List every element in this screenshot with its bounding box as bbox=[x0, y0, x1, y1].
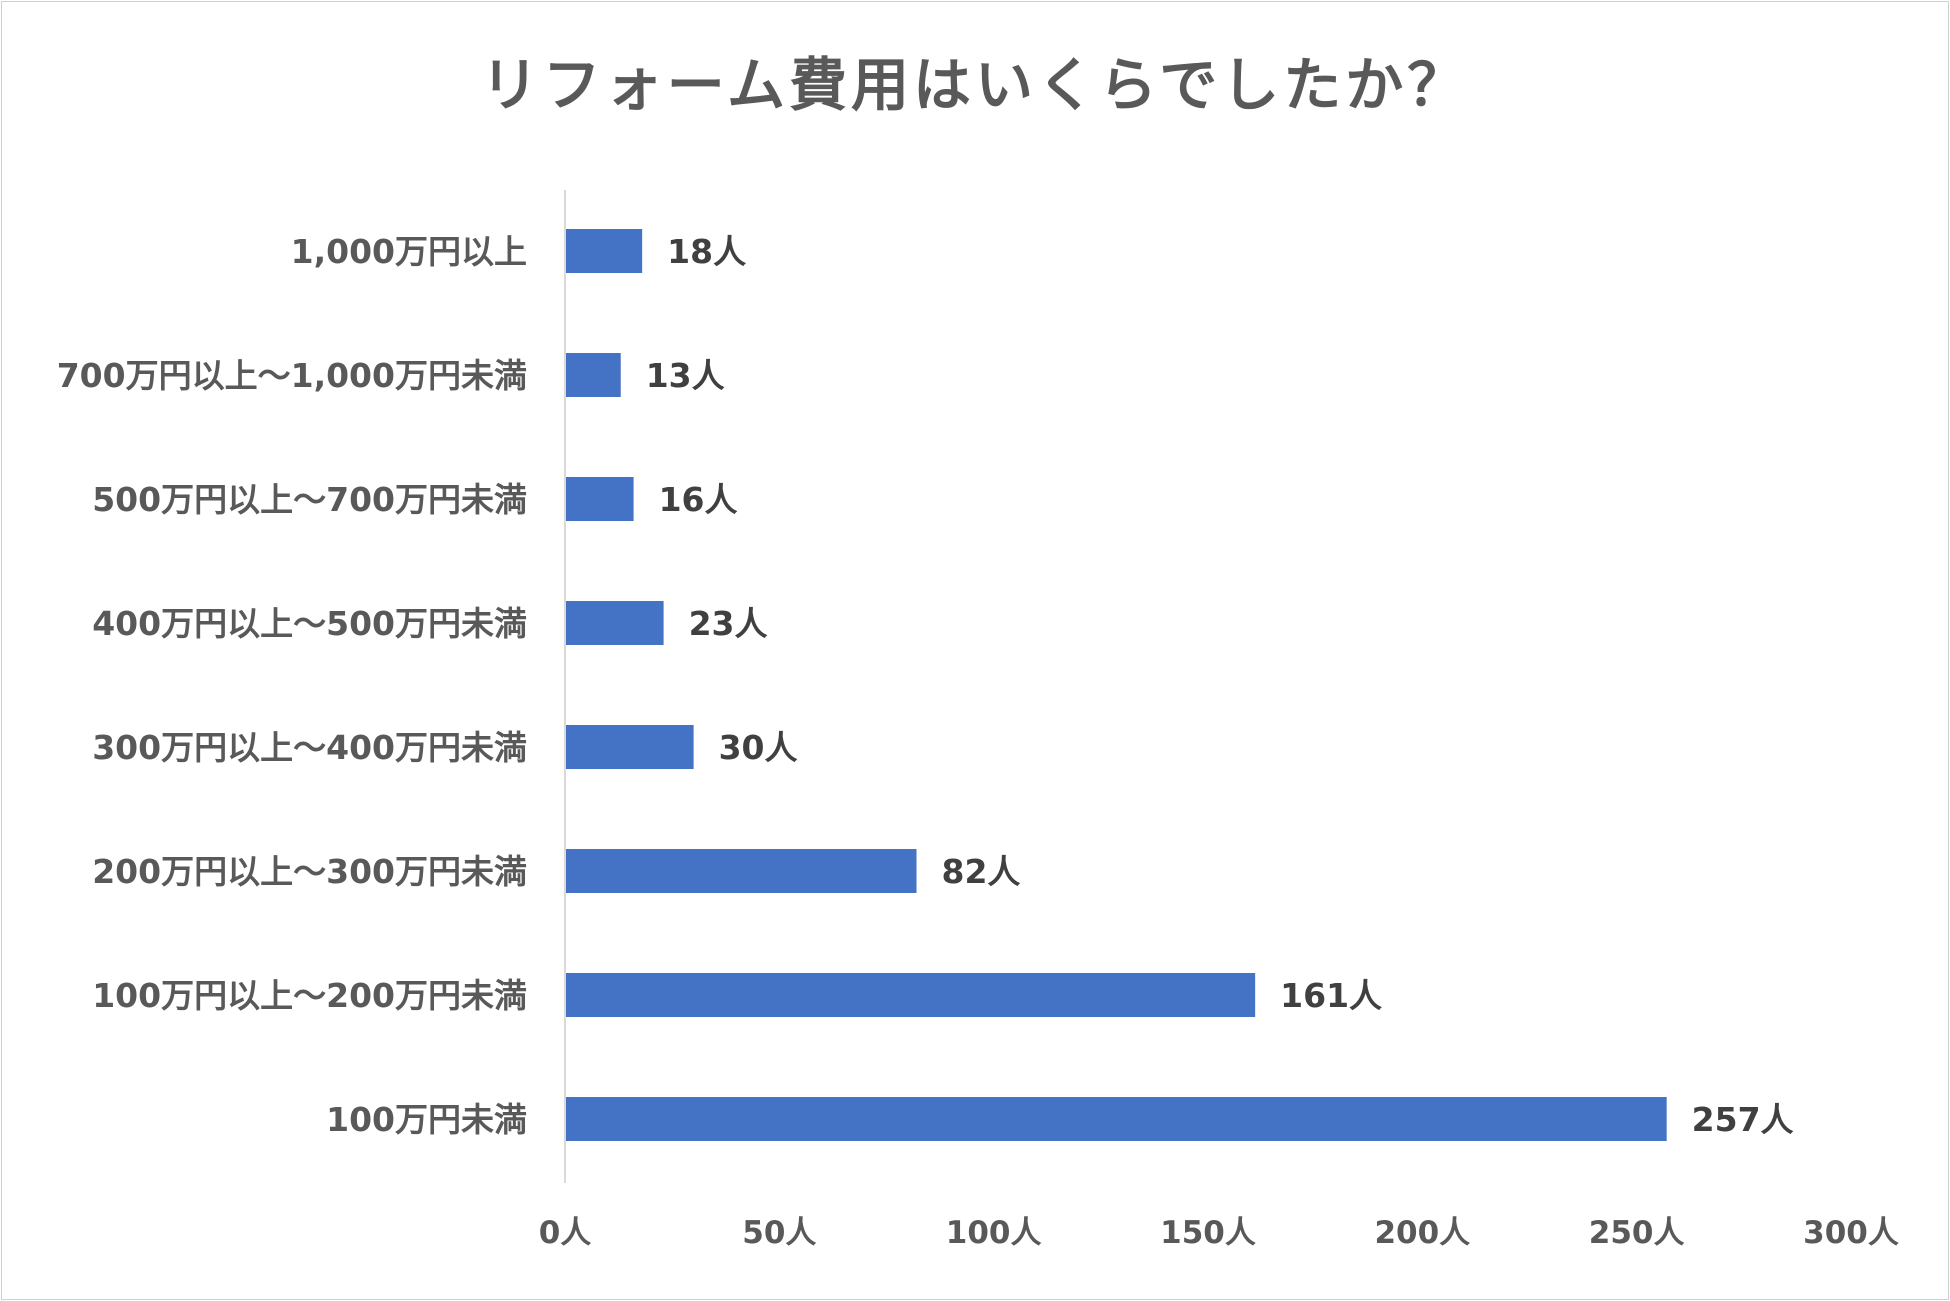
bar bbox=[566, 477, 634, 521]
category-label: 500万円以上～700万円未満 bbox=[92, 480, 527, 519]
data-label: 13人 bbox=[646, 356, 725, 395]
data-label: 82人 bbox=[942, 852, 1021, 891]
data-label: 16人 bbox=[659, 480, 738, 519]
x-tick-label: 100人 bbox=[946, 1215, 1042, 1251]
bar bbox=[566, 1097, 1667, 1141]
bar bbox=[566, 229, 643, 273]
x-tick-label: 300人 bbox=[1803, 1215, 1899, 1251]
category-label: 200万円以上～300万円未満 bbox=[92, 852, 527, 891]
bar bbox=[566, 353, 621, 397]
category-label: 1,000万円以上 bbox=[291, 232, 527, 271]
x-tick-label: 0人 bbox=[539, 1215, 592, 1251]
category-label: 700万円以上～1,000万円未満 bbox=[57, 356, 527, 395]
data-label: 257人 bbox=[1692, 1100, 1794, 1139]
x-tick-label: 150人 bbox=[1160, 1215, 1256, 1251]
category-label: 100万円以上～200万円未満 bbox=[92, 976, 527, 1015]
data-label: 30人 bbox=[719, 728, 798, 767]
category-label: 100万円未満 bbox=[326, 1100, 527, 1139]
category-label: 300万円以上～400万円未満 bbox=[92, 728, 527, 767]
data-label: 18人 bbox=[667, 232, 746, 271]
x-tick-label: 50人 bbox=[742, 1215, 816, 1251]
bar bbox=[566, 973, 1256, 1017]
bar bbox=[566, 725, 694, 769]
x-tick-label: 250人 bbox=[1589, 1215, 1685, 1251]
chart-title: リフォーム費用はいくらでしたか？ bbox=[480, 51, 1470, 119]
data-label: 23人 bbox=[689, 604, 768, 643]
category-label: 400万円以上～500万円未満 bbox=[92, 604, 527, 643]
x-tick-label: 200人 bbox=[1374, 1215, 1470, 1251]
data-label: 161人 bbox=[1280, 976, 1382, 1015]
bar bbox=[566, 601, 664, 645]
bar bbox=[566, 849, 917, 893]
